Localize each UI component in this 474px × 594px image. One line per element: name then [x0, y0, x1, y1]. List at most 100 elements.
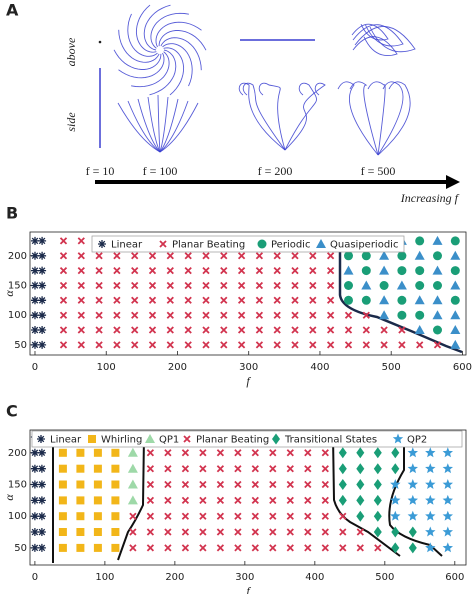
- marker: [450, 266, 460, 276]
- marker: [30, 496, 39, 505]
- marker: [38, 251, 47, 260]
- marker: [202, 311, 210, 319]
- legend-marker: [159, 240, 167, 248]
- marker: [146, 449, 155, 457]
- filament-illustrations: [98, 4, 416, 156]
- marker: [164, 465, 172, 473]
- marker: [113, 296, 121, 304]
- marker: [269, 512, 277, 520]
- marker: [326, 266, 335, 275]
- marker: [321, 496, 329, 505]
- case-label: f = 100: [143, 164, 178, 178]
- marker: [76, 512, 85, 521]
- marker: [77, 341, 85, 349]
- marker: [38, 311, 47, 320]
- marker: [391, 526, 400, 538]
- legend-label: Periodic: [271, 240, 310, 251]
- legend-marker: [88, 435, 96, 443]
- x-tick-label: 200: [165, 572, 184, 583]
- marker: [432, 235, 443, 245]
- y-axis-label: α: [2, 494, 16, 501]
- marker: [199, 496, 207, 505]
- marker: [344, 251, 353, 261]
- marker: [339, 512, 347, 520]
- filament: [337, 81, 379, 156]
- marker: [373, 447, 382, 459]
- case-label: f = 10: [86, 164, 115, 178]
- marker: [415, 281, 425, 290]
- marker: [286, 544, 294, 552]
- marker: [38, 326, 47, 334]
- marker: [432, 310, 443, 320]
- panel-label: A: [6, 1, 19, 20]
- marker: [202, 281, 210, 290]
- marker: [59, 266, 68, 275]
- marker: [164, 544, 172, 552]
- marker: [433, 341, 442, 349]
- filament: [118, 29, 160, 63]
- filament: [155, 21, 202, 48]
- x-tick-label: 300: [235, 572, 254, 583]
- marker: [111, 464, 120, 473]
- legend-label: Planar Beating: [196, 435, 269, 446]
- marker: [425, 447, 436, 458]
- marker: [391, 447, 400, 459]
- marker: [356, 494, 365, 506]
- marker: [58, 448, 67, 457]
- x-tick-label: 500: [375, 572, 394, 583]
- marker: [93, 464, 102, 473]
- marker: [164, 528, 172, 536]
- marker: [286, 449, 294, 457]
- marker: [216, 512, 225, 520]
- marker: [442, 479, 453, 489]
- marker: [111, 496, 120, 505]
- marker: [220, 326, 228, 334]
- marker: [442, 510, 453, 521]
- marker: [111, 480, 120, 489]
- marker: [166, 311, 174, 319]
- marker: [391, 542, 400, 554]
- marker: [338, 463, 347, 475]
- marker: [309, 266, 317, 275]
- filament: [127, 13, 158, 57]
- filament: [150, 12, 189, 49]
- x-tick-label: 400: [305, 572, 324, 583]
- marker: [362, 326, 370, 334]
- marker: [321, 544, 329, 552]
- x-tick-label: 600: [445, 572, 464, 583]
- marker: [338, 479, 347, 490]
- marker: [146, 496, 155, 505]
- marker: [166, 266, 174, 275]
- marker: [309, 311, 317, 319]
- marker: [95, 296, 103, 304]
- marker: [309, 296, 317, 304]
- marker: [184, 252, 192, 260]
- y-tick-label: 150: [8, 480, 27, 491]
- marker: [237, 281, 246, 290]
- filament: [117, 102, 161, 153]
- marker: [77, 266, 85, 275]
- y-tick-label: 50: [14, 340, 27, 351]
- filament: [159, 102, 199, 153]
- marker: [397, 295, 407, 305]
- marker: [326, 281, 335, 290]
- marker: [379, 295, 390, 305]
- marker: [397, 266, 407, 276]
- x-axis-label: f: [246, 584, 251, 594]
- x-tick-label: 0: [32, 362, 38, 373]
- marker: [234, 465, 242, 473]
- marker: [131, 266, 139, 275]
- marker: [30, 512, 39, 521]
- marker: [425, 542, 436, 553]
- marker: [344, 341, 353, 349]
- panel-label: C: [6, 402, 18, 421]
- marker: [95, 266, 103, 275]
- marker: [30, 448, 39, 457]
- marker: [442, 526, 453, 537]
- marker: [77, 252, 85, 260]
- marker: [146, 512, 155, 520]
- marker: [251, 496, 259, 505]
- marker: [37, 512, 46, 521]
- arrow-label: Increasing f: [400, 191, 460, 205]
